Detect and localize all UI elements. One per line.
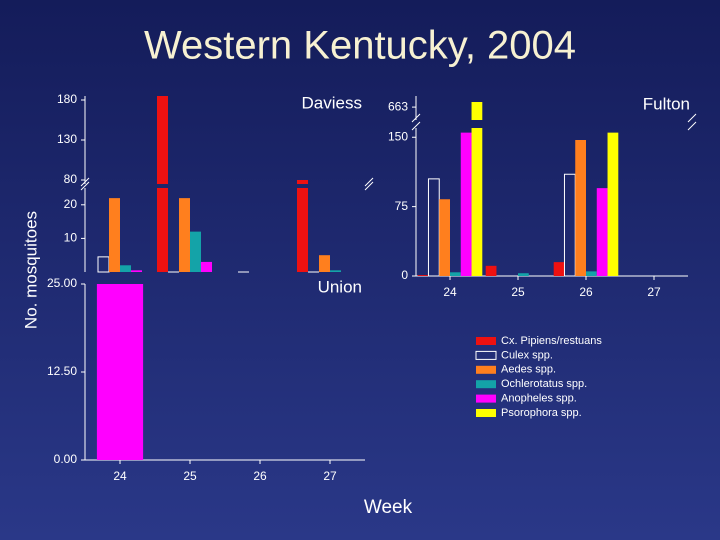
panel-title: Union	[318, 277, 362, 296]
y-tick-label: 150	[388, 129, 408, 143]
y-tick-label: 130	[57, 132, 77, 146]
legend-label: Psorophora spp.	[501, 407, 582, 419]
x-axis-title: Week	[364, 497, 413, 518]
y-tick-label: 25.00	[47, 276, 77, 290]
axis-break	[80, 177, 90, 187]
bar	[450, 272, 461, 276]
page-title: Western Kentucky, 2004	[144, 24, 576, 68]
x-tick-label: 27	[647, 285, 661, 299]
x-tick-label: 26	[253, 469, 267, 483]
legend-swatch	[476, 337, 496, 345]
y-tick-label: 0	[401, 268, 408, 282]
bar	[417, 275, 429, 276]
x-tick-label: 24	[443, 285, 457, 299]
bar	[485, 265, 497, 276]
axis-break	[80, 181, 90, 191]
axis-break	[687, 121, 697, 131]
x-tick-label: 26	[579, 285, 593, 299]
axis-break	[411, 113, 421, 123]
y-tick-label: 10	[64, 231, 78, 245]
bar	[330, 270, 341, 272]
bar	[575, 140, 586, 276]
legend-swatch	[476, 380, 496, 389]
bar	[157, 96, 168, 272]
bar	[96, 284, 144, 460]
bar	[427, 178, 440, 277]
legend-swatch	[475, 350, 497, 360]
legend-swatch	[476, 409, 496, 417]
panel-title: Fulton	[643, 94, 690, 113]
bar	[460, 132, 472, 276]
panel-title: Daviess	[302, 93, 362, 112]
bar	[131, 270, 142, 272]
bar	[179, 198, 190, 272]
bar	[319, 255, 330, 272]
bar	[596, 188, 608, 276]
bar	[120, 265, 131, 272]
y-tick-label: 0.00	[54, 452, 78, 466]
x-tick-label: 24	[113, 469, 127, 483]
legend-swatch	[476, 394, 496, 403]
axis-break	[364, 177, 374, 187]
axis-break	[411, 121, 421, 131]
y-axis-title: No. mosquitoes	[21, 211, 40, 329]
bar	[109, 198, 120, 272]
legend-label: Aedes spp.	[501, 364, 556, 376]
bar	[297, 180, 308, 272]
bar	[586, 271, 597, 276]
y-tick-label: 80	[64, 172, 78, 186]
legend-label: Culex spp.	[501, 349, 553, 361]
axis-break	[687, 113, 697, 123]
legend-label: Anopheles spp.	[501, 393, 577, 405]
y-tick-label: 75	[395, 199, 409, 213]
y-tick-label: 663	[388, 99, 408, 113]
axis-break	[364, 181, 374, 191]
bar	[201, 261, 212, 272]
x-tick-label: 25	[183, 469, 197, 483]
x-tick-label: 25	[511, 285, 525, 299]
legend-label: Ochlerotatus spp.	[501, 378, 587, 390]
x-tick-label: 27	[323, 469, 337, 483]
bar	[518, 273, 529, 276]
bar	[471, 102, 483, 276]
y-tick-label: 12.50	[47, 364, 77, 378]
bar	[439, 199, 450, 276]
legend-swatch	[476, 365, 496, 374]
bar	[190, 231, 201, 272]
bar	[553, 262, 565, 276]
y-tick-label: 180	[57, 92, 77, 106]
y-tick-label: 20	[64, 197, 78, 211]
bar	[607, 132, 619, 276]
legend-label: Cx. Pipiens/restuans	[501, 335, 602, 347]
bar	[563, 173, 576, 277]
